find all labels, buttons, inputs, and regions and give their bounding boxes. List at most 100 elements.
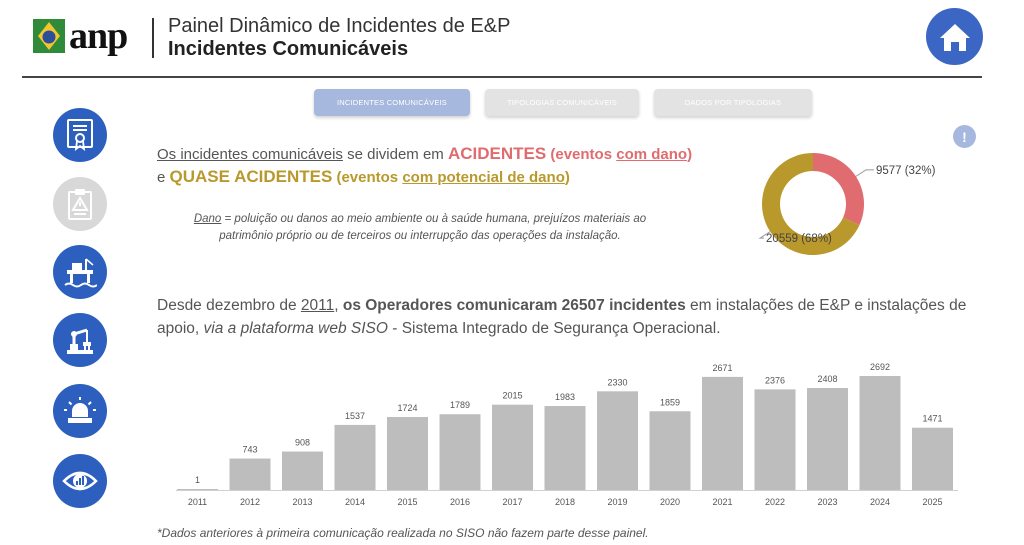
- intro-text-part: se dividem em: [342, 146, 448, 163]
- dano-definition-note: Dano = poluição ou danos ao meio ambient…: [170, 211, 670, 245]
- bar-2023[interactable]: [807, 388, 848, 490]
- intro-text-part: e: [157, 169, 170, 186]
- page-title: Painel Dinâmico de Incidentes de E&P: [168, 15, 511, 37]
- sidebar-alarm-button[interactable]: [53, 384, 107, 438]
- donut-leader-line: [758, 231, 771, 239]
- bar-value-label: 2376: [765, 375, 785, 385]
- bar-2012[interactable]: [229, 458, 271, 490]
- tab-incidentes-comunicaveis[interactable]: INCIDENTES COMUNICÁVEIS: [314, 89, 470, 116]
- bar-value-label: 1789: [450, 400, 470, 410]
- x-tick-label: 2019: [607, 497, 627, 507]
- x-tick-label: 2017: [502, 497, 522, 507]
- x-tick-label: 2013: [292, 497, 312, 507]
- donut-slice-2[interactable]: [762, 153, 860, 255]
- bar-2016[interactable]: [439, 414, 481, 490]
- x-tick-label: 2018: [555, 497, 575, 507]
- intro-text-part: ): [564, 169, 570, 186]
- intro-term-incidentes: Os incidentes comunicáveis: [157, 146, 343, 163]
- x-tick-label: 2015: [397, 497, 417, 507]
- com-potencial-de-dano-link: com potencial de dano: [402, 169, 565, 186]
- intro-text-part: ): [687, 146, 693, 163]
- x-tick-label: 2024: [870, 497, 890, 507]
- anp-logo-mark: [33, 19, 65, 53]
- accidents-donut-chart: 9577 (32%) 20559 (68%): [758, 153, 936, 255]
- home-icon: [939, 23, 970, 51]
- offshore-platform-icon: [64, 258, 97, 288]
- bar-2021[interactable]: [702, 376, 743, 490]
- intro-text: Os incidentes comunicáveis se dividem em…: [157, 143, 717, 189]
- summary-siso: via a plataforma web SISO: [203, 320, 388, 337]
- bar-value-label: 1983: [555, 392, 575, 402]
- bar-2020[interactable]: [649, 411, 691, 490]
- eye-chart-icon: [62, 471, 98, 491]
- header-divider: [152, 18, 154, 58]
- bar-value-label: 1859: [660, 397, 680, 407]
- dano-definition: = poluição ou danos ao meio ambiente ou …: [219, 213, 647, 242]
- x-tick-label: 2023: [817, 497, 837, 507]
- tab-tipologias-comunicaveis[interactable]: TIPOLOGIAS COMUNICÁVEIS: [485, 89, 639, 116]
- bar-2011[interactable]: [177, 489, 218, 490]
- footnote: *Dados anteriores à primeira comunicação…: [157, 526, 649, 540]
- bar-value-label: 1471: [922, 414, 942, 424]
- warning-clipboard-icon: [68, 189, 92, 220]
- bar-2022[interactable]: [754, 389, 796, 490]
- intro-text-part: (eventos: [546, 146, 617, 163]
- x-tick-label: 2011: [188, 497, 207, 507]
- bar-2014[interactable]: [334, 424, 376, 490]
- donut-leader-line: [855, 169, 874, 177]
- sidebar-robot-button[interactable]: [53, 313, 107, 367]
- summary-part: Desde dezembro de: [157, 297, 301, 314]
- bar-value-label: 1537: [345, 411, 365, 421]
- incidents-by-year-bar-chart: 1 2011 743 2012 908 2013 1537 2014 1724 2015 1789 2…: [176, 362, 958, 507]
- dano-term: Dano: [193, 213, 222, 225]
- bar-value-label: 2671: [712, 363, 732, 373]
- bar-value-label: 2692: [870, 362, 890, 372]
- bar-value-label: 1724: [397, 403, 417, 413]
- donut-label-2: 20559 (68%): [766, 233, 832, 245]
- acidentes-label: ACIDENTES: [447, 144, 547, 163]
- bar-2017[interactable]: [492, 404, 533, 490]
- sidebar-eye-button[interactable]: [53, 454, 107, 508]
- donut-slice-1[interactable]: [813, 153, 864, 226]
- x-tick-label: 2016: [450, 497, 470, 507]
- anp-logo: anp: [33, 15, 139, 57]
- x-tick-label: 2025: [922, 497, 942, 507]
- x-tick-label: 2021: [712, 497, 732, 507]
- home-button[interactable]: [926, 8, 983, 65]
- sidebar-warning-button[interactable]: [53, 177, 107, 231]
- bar-2025[interactable]: [912, 427, 953, 490]
- x-tick-label: 2012: [240, 497, 260, 507]
- industrial-robot-icon: [67, 328, 93, 354]
- summary-part: em instalações de E&P e instalações de a…: [157, 297, 967, 337]
- bar-2019[interactable]: [597, 391, 638, 490]
- summary-part: ,: [334, 297, 343, 314]
- bar-2024[interactable]: [859, 376, 901, 490]
- x-tick-label: 2014: [345, 497, 365, 507]
- bar-value-label: 2408: [817, 374, 837, 384]
- tab-dados-por-tipologias[interactable]: DADOS POR TIPOLOGIAS: [654, 89, 812, 116]
- sidebar-platform-button[interactable]: [53, 245, 107, 299]
- certificate-icon: [67, 119, 93, 151]
- logo-text: anp: [69, 15, 128, 57]
- bar-2015[interactable]: [387, 416, 428, 490]
- quase-acidentes-label: QUASE ACIDENTES: [169, 167, 333, 186]
- summary-year: 2011: [300, 297, 335, 314]
- header-divider-line: [22, 76, 982, 78]
- x-tick-label: 2022: [765, 497, 785, 507]
- sidebar-certificate-button[interactable]: [53, 108, 107, 162]
- x-tick-label: 2020: [660, 497, 680, 507]
- bar-value-label: 908: [295, 438, 310, 448]
- com-dano-link: com dano: [616, 146, 688, 163]
- bar-value-label: 743: [242, 445, 257, 455]
- bar-2013[interactable]: [282, 451, 323, 490]
- bar-value-label: 2015: [502, 391, 522, 401]
- intro-text-part: (eventos: [332, 169, 403, 186]
- summary-part: - Sistema Integrado de Segurança Operaci…: [387, 320, 721, 337]
- summary-paragraph: Desde dezembro de 2011, os Operadores co…: [157, 294, 972, 340]
- donut-label-1: 9577 (32%): [876, 165, 936, 177]
- info-button[interactable]: !: [953, 125, 976, 148]
- summary-highlight: os Operadores comunicaram 26507 incident…: [342, 297, 686, 314]
- bar-2018[interactable]: [544, 406, 586, 490]
- page-subtitle: Incidentes Comunicáveis: [168, 38, 409, 60]
- bar-value-label: 1: [195, 475, 200, 485]
